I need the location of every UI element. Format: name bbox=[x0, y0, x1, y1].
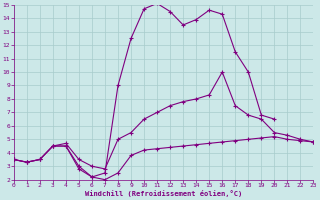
X-axis label: Windchill (Refroidissement éolien,°C): Windchill (Refroidissement éolien,°C) bbox=[85, 190, 242, 197]
